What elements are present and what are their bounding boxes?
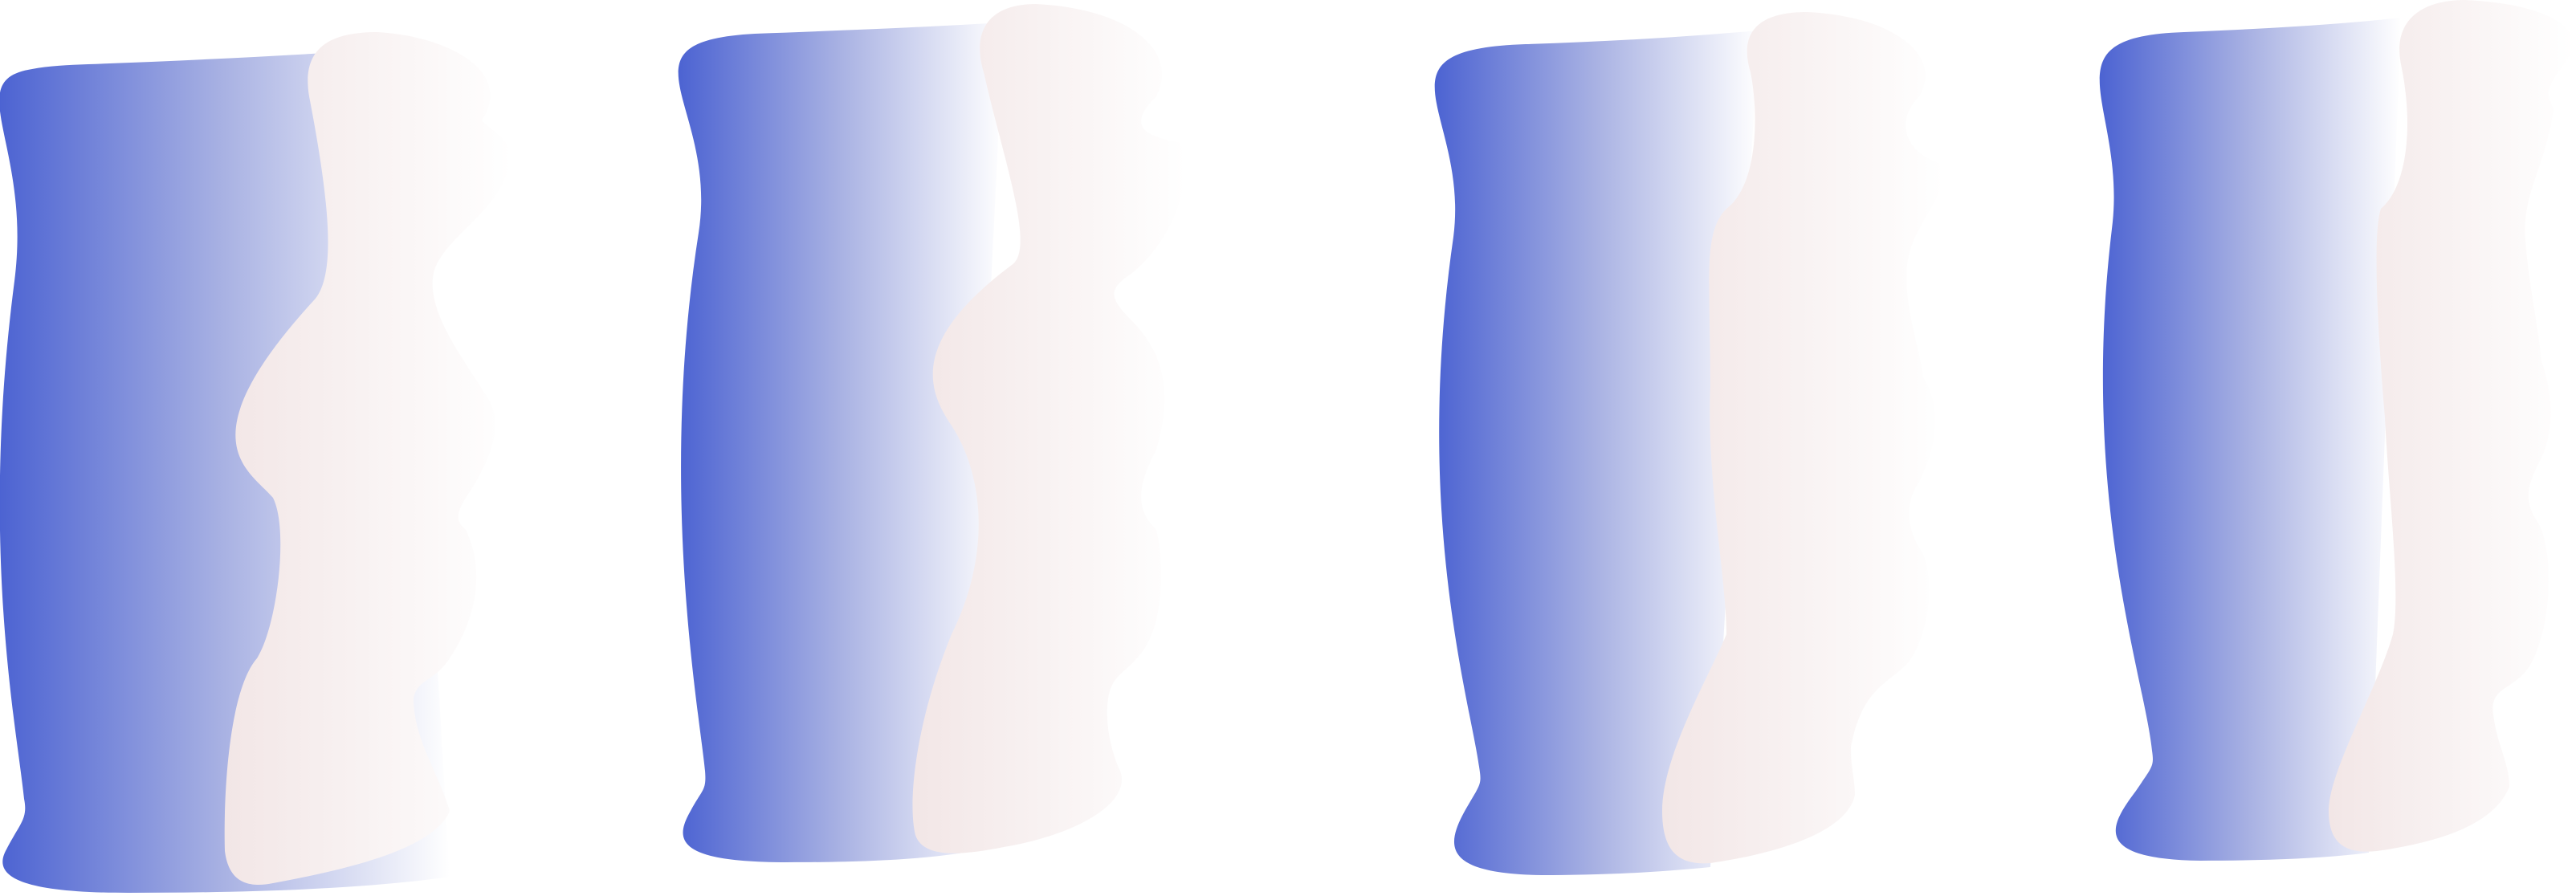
- blue-wave-shape-3: [1434, 31, 1759, 875]
- pink-wave-shape-1: [224, 32, 512, 885]
- figure-3: [1434, 12, 1945, 875]
- pink-wave-shape-3: [1662, 12, 1945, 864]
- blue-wave-shape-2: [678, 22, 1004, 862]
- figure-1: [0, 32, 512, 893]
- blue-wave-shape-4: [2099, 18, 2401, 861]
- pink-wave-shape-2: [912, 4, 1186, 853]
- pink-wave-shape-4: [2329, 0, 2574, 852]
- figure-2: [678, 4, 1186, 862]
- figure-4: [2099, 0, 2574, 861]
